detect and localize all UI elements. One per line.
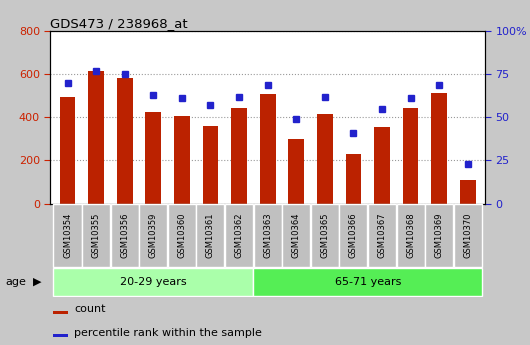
Bar (231, 108, 247, 204)
FancyBboxPatch shape (225, 204, 253, 267)
Bar (460, 180, 475, 204)
Text: 20-29 years: 20-29 years (120, 277, 187, 287)
Bar (317, 114, 333, 204)
Bar (374, 127, 390, 204)
Text: GSM10359: GSM10359 (149, 213, 158, 258)
Bar (117, 79, 132, 204)
FancyBboxPatch shape (282, 204, 310, 267)
Bar (260, 93, 276, 204)
Bar (52, 334, 68, 337)
FancyBboxPatch shape (396, 204, 425, 267)
Text: GSM10363: GSM10363 (263, 213, 272, 258)
Text: GSM10369: GSM10369 (435, 213, 444, 258)
FancyBboxPatch shape (425, 204, 453, 267)
FancyBboxPatch shape (82, 204, 110, 267)
Text: ▶: ▶ (33, 277, 41, 287)
Bar (88, 71, 104, 204)
FancyBboxPatch shape (197, 204, 225, 267)
Text: GSM10356: GSM10356 (120, 213, 129, 258)
Text: GSM10365: GSM10365 (320, 213, 329, 258)
Text: GSM10360: GSM10360 (178, 213, 187, 258)
FancyBboxPatch shape (139, 204, 167, 267)
FancyBboxPatch shape (339, 204, 367, 267)
Text: age: age (5, 277, 26, 287)
Text: GSM10366: GSM10366 (349, 213, 358, 258)
FancyBboxPatch shape (168, 204, 196, 267)
Bar (60, 97, 75, 204)
Text: GDS473 / 238968_at: GDS473 / 238968_at (50, 17, 188, 30)
FancyBboxPatch shape (454, 204, 482, 267)
Text: GSM10362: GSM10362 (235, 213, 244, 258)
Bar (145, 112, 161, 204)
Text: percentile rank within the sample: percentile rank within the sample (74, 328, 262, 337)
FancyBboxPatch shape (53, 268, 253, 296)
Text: GSM10364: GSM10364 (292, 213, 301, 258)
FancyBboxPatch shape (368, 204, 396, 267)
Text: GSM10370: GSM10370 (463, 213, 472, 258)
Bar (288, 139, 304, 204)
Bar (346, 155, 361, 204)
Text: GSM10355: GSM10355 (92, 213, 101, 258)
Text: 65-71 years: 65-71 years (334, 277, 401, 287)
Text: GSM10368: GSM10368 (406, 213, 415, 258)
Text: GSM10361: GSM10361 (206, 213, 215, 258)
Text: GSM10354: GSM10354 (63, 213, 72, 258)
FancyBboxPatch shape (254, 204, 281, 267)
Bar (403, 108, 419, 204)
Bar (174, 116, 190, 204)
FancyBboxPatch shape (111, 204, 139, 267)
Text: count: count (74, 304, 106, 314)
Bar (202, 126, 218, 204)
Text: GSM10367: GSM10367 (377, 213, 386, 258)
Bar (431, 92, 447, 204)
Bar (52, 310, 68, 314)
FancyBboxPatch shape (311, 204, 339, 267)
FancyBboxPatch shape (253, 268, 482, 296)
FancyBboxPatch shape (54, 204, 82, 267)
